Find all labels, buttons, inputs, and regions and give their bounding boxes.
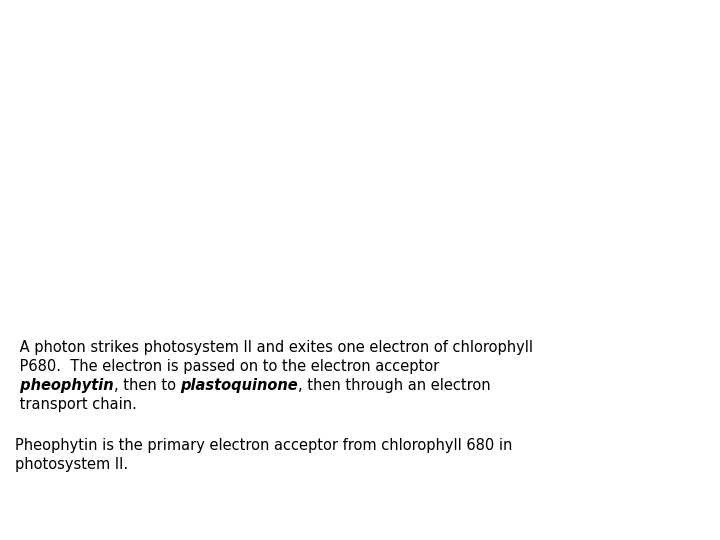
Text: , then through an electron: , then through an electron [298,378,490,393]
Text: , then to: , then to [114,378,180,393]
Text: pheophytin: pheophytin [15,378,114,393]
Text: Pheophytin is the primary electron acceptor from chlorophyll 680 in: Pheophytin is the primary electron accep… [15,438,513,453]
Text: photosystem II.: photosystem II. [15,457,128,472]
Text: transport chain.: transport chain. [15,397,137,412]
Text: P680.  The electron is passed on to the electron acceptor: P680. The electron is passed on to the e… [15,359,439,374]
Text: plastoquinone: plastoquinone [180,378,298,393]
Text: A photon strikes photosystem II and exites one electron of chlorophyll: A photon strikes photosystem II and exit… [15,340,533,355]
